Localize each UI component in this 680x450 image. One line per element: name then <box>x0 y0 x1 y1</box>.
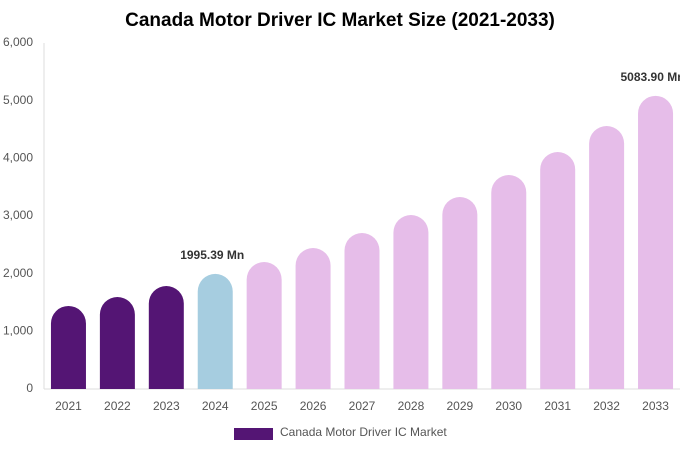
bar <box>197 273 233 389</box>
bar <box>442 197 478 389</box>
legend-label: Canada Motor Driver IC Market <box>280 425 447 439</box>
y-tick-label: 3,000 <box>3 208 33 222</box>
legend-swatch <box>234 428 273 440</box>
y-tick-label: 0 <box>26 381 33 395</box>
bar <box>540 151 576 389</box>
value-label: 1995.39 Mn <box>180 248 244 262</box>
x-tick-label: 2029 <box>446 399 473 413</box>
x-tick-label: 2030 <box>495 399 522 413</box>
y-tick-label: 6,000 <box>3 35 33 49</box>
y-tick-label: 5,000 <box>3 93 33 107</box>
x-tick-label: 2031 <box>544 399 571 413</box>
bar <box>491 174 527 389</box>
y-tick-label: 1,000 <box>3 324 33 338</box>
x-tick-label: 2026 <box>300 399 327 413</box>
bar <box>638 95 674 389</box>
x-tick-label: 2021 <box>55 399 82 413</box>
x-tick-label: 2023 <box>153 399 180 413</box>
bar <box>589 126 625 389</box>
x-tick-label: 2028 <box>398 399 425 413</box>
x-tick-label: 2033 <box>642 399 669 413</box>
bar <box>246 262 282 389</box>
x-tick-label: 2027 <box>349 399 376 413</box>
bar <box>99 297 135 389</box>
x-tick-label: 2024 <box>202 399 229 413</box>
x-tick-label: 2022 <box>104 399 131 413</box>
bar <box>344 233 380 389</box>
bar <box>393 215 429 389</box>
bar <box>148 286 184 389</box>
chart-title: Canada Motor Driver IC Market Size (2021… <box>125 10 555 31</box>
bar <box>295 248 331 389</box>
value-label: 5083.90 Mn <box>621 70 680 84</box>
x-tick-label: 2032 <box>593 399 620 413</box>
bar <box>50 305 86 389</box>
y-tick-label: 2,000 <box>3 266 33 280</box>
x-tick-label: 2025 <box>251 399 278 413</box>
y-tick-label: 4,000 <box>3 151 33 165</box>
